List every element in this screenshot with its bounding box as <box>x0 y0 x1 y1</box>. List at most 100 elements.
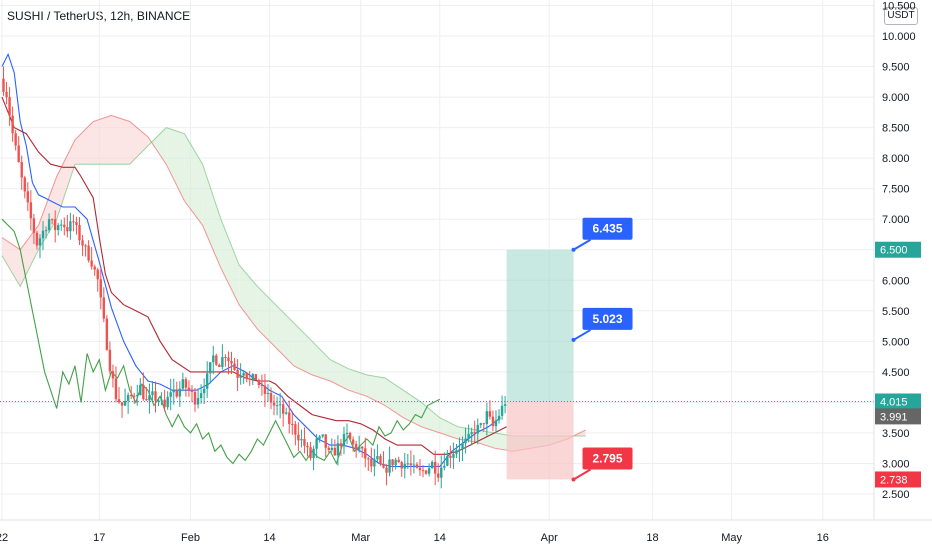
candle-body <box>248 378 251 380</box>
candle-body <box>482 423 486 425</box>
callout-box[interactable] <box>582 307 633 330</box>
candle-body <box>500 405 504 416</box>
candle-body <box>452 454 455 458</box>
price-tag <box>875 408 921 425</box>
time-axis-tick-label: May <box>721 532 742 544</box>
callout-anchor[interactable] <box>571 477 576 482</box>
candle-body <box>41 230 45 239</box>
candle-body <box>443 465 446 468</box>
cloud-segment <box>184 133 203 226</box>
price-axis-tick-label: 8.500 <box>882 123 910 135</box>
candle-body <box>373 459 376 467</box>
loss-zone[interactable] <box>506 401 574 480</box>
candle-body <box>464 438 467 444</box>
candle-body <box>461 443 464 450</box>
candle-body <box>455 450 458 455</box>
candle-body <box>382 464 385 468</box>
candle-body <box>473 432 476 434</box>
callout-anchor[interactable] <box>571 247 576 252</box>
candle-body <box>193 391 197 405</box>
candle-body <box>470 432 473 434</box>
candle-body <box>117 399 121 403</box>
cloud-segment <box>56 139 75 220</box>
cloud-segment <box>74 121 94 165</box>
callout-label: 5.023 <box>593 312 623 326</box>
candle-body <box>178 388 182 397</box>
candle-body <box>96 269 99 280</box>
cloud-segment <box>129 121 148 165</box>
candle-body <box>218 364 221 368</box>
candle-body <box>260 385 264 387</box>
indicator-line-3 <box>1 218 441 465</box>
time-axis-tick-label: Feb <box>181 532 200 544</box>
candle-body <box>357 446 361 450</box>
candle-body <box>297 434 300 441</box>
time-axis-tick-label: Apr <box>541 532 558 544</box>
candle-body <box>503 404 507 406</box>
cloud-segment <box>366 374 386 406</box>
candle-body <box>20 161 23 178</box>
candle-body <box>142 384 145 400</box>
candle-body <box>324 434 327 448</box>
candle-body <box>60 224 63 226</box>
time-axis-tick-label: 14 <box>434 532 446 544</box>
time-axis-tick-label: 22 <box>0 532 8 544</box>
candle-body <box>333 447 337 456</box>
cloud-segment <box>147 127 167 165</box>
candle-body <box>415 464 419 468</box>
candle-body <box>102 297 106 319</box>
candle-body <box>221 356 224 368</box>
price-tag <box>875 241 921 258</box>
candle-body <box>406 463 410 465</box>
candle-body <box>199 393 203 399</box>
candle-body <box>339 443 343 447</box>
profit-zone[interactable] <box>506 249 574 402</box>
price-axis-tick-label: 3.500 <box>882 428 910 440</box>
candle-body <box>93 266 96 270</box>
candle-body <box>281 404 285 414</box>
candle-body <box>172 390 175 393</box>
candle-body <box>318 436 321 439</box>
candle-body <box>330 447 334 450</box>
candle-body <box>275 405 279 407</box>
candle-body <box>5 91 8 98</box>
candle-body <box>440 467 443 478</box>
candle-body <box>397 459 400 463</box>
time-axis-tick-label: Mar <box>351 532 370 544</box>
currency-unit-badge[interactable]: USDT <box>884 7 918 25</box>
candle-body <box>169 392 172 397</box>
candle-body <box>126 394 130 401</box>
candle-body <box>485 411 489 425</box>
indicator-line-1 <box>1 52 501 468</box>
candle-body <box>379 455 382 465</box>
callout-anchor[interactable] <box>571 337 576 342</box>
candle-body <box>105 318 109 350</box>
candle-body <box>66 227 69 232</box>
candle-body <box>29 202 33 219</box>
candle-body <box>160 399 163 401</box>
cloud-segment <box>202 164 221 269</box>
candle-body <box>145 399 148 401</box>
candle-body <box>163 399 166 408</box>
candle-body <box>78 225 81 241</box>
price-axis-tick-label: 5.500 <box>882 306 910 318</box>
candle-body <box>90 260 93 267</box>
callout-box[interactable] <box>582 447 633 470</box>
candle-body <box>111 371 115 379</box>
callout-box[interactable] <box>582 217 633 240</box>
time-axis-tick-label: 16 <box>817 532 829 544</box>
candle-body <box>327 447 330 450</box>
time-axis-tick-label: 14 <box>263 532 275 544</box>
candle-body <box>309 447 312 459</box>
price-tag-label: 2.738 <box>880 474 908 486</box>
candle-body <box>257 380 261 386</box>
candle-body <box>205 373 209 389</box>
price-axis-tick-label: 3.000 <box>882 458 910 470</box>
cloud-segment <box>2 237 21 287</box>
candle-body <box>291 423 294 425</box>
candle-body <box>433 461 437 474</box>
cloud-segment <box>166 127 185 201</box>
candle-body <box>278 404 282 406</box>
candle-body <box>148 395 151 401</box>
